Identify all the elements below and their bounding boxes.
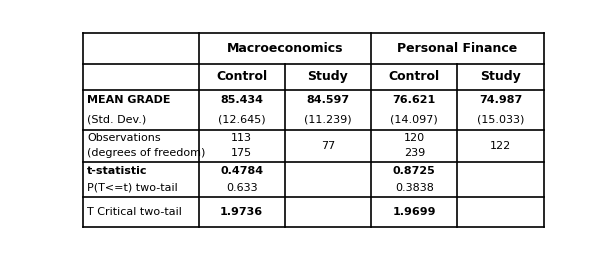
Text: (12.645): (12.645)	[218, 114, 265, 124]
Text: 0.8725: 0.8725	[393, 166, 436, 176]
Text: 122: 122	[490, 141, 511, 151]
Text: 0.4784: 0.4784	[220, 166, 263, 176]
Text: (Std. Dev.): (Std. Dev.)	[87, 114, 147, 124]
Text: 85.434: 85.434	[220, 95, 263, 105]
Text: T Critical two-tail: T Critical two-tail	[87, 207, 182, 217]
Text: 74.987: 74.987	[479, 95, 522, 105]
Text: Study: Study	[480, 70, 521, 83]
Text: t-statistic: t-statistic	[87, 166, 148, 176]
Text: Study: Study	[307, 70, 348, 83]
Text: (15.033): (15.033)	[477, 114, 524, 124]
Text: 175: 175	[231, 148, 252, 158]
Text: 113: 113	[231, 133, 252, 143]
Text: (14.097): (14.097)	[390, 114, 438, 124]
Text: P(T<=t) two-tail: P(T<=t) two-tail	[87, 183, 178, 193]
Text: Personal Finance: Personal Finance	[397, 42, 518, 55]
Text: 77: 77	[321, 141, 335, 151]
Text: Macroeconomics: Macroeconomics	[227, 42, 343, 55]
Text: Control: Control	[216, 70, 267, 83]
Text: 120: 120	[404, 133, 425, 143]
Text: (11.239): (11.239)	[304, 114, 352, 124]
Text: 76.621: 76.621	[393, 95, 436, 105]
Text: 239: 239	[404, 148, 425, 158]
Text: 1.9736: 1.9736	[220, 207, 263, 217]
Text: 84.597: 84.597	[306, 95, 349, 105]
Text: Control: Control	[389, 70, 440, 83]
Text: MEAN GRADE: MEAN GRADE	[87, 95, 170, 105]
Text: 0.633: 0.633	[226, 183, 257, 193]
Text: (degrees of freedom): (degrees of freedom)	[87, 148, 205, 158]
Text: Observations: Observations	[87, 133, 161, 143]
Text: 1.9699: 1.9699	[392, 207, 436, 217]
Text: 0.3838: 0.3838	[395, 183, 434, 193]
